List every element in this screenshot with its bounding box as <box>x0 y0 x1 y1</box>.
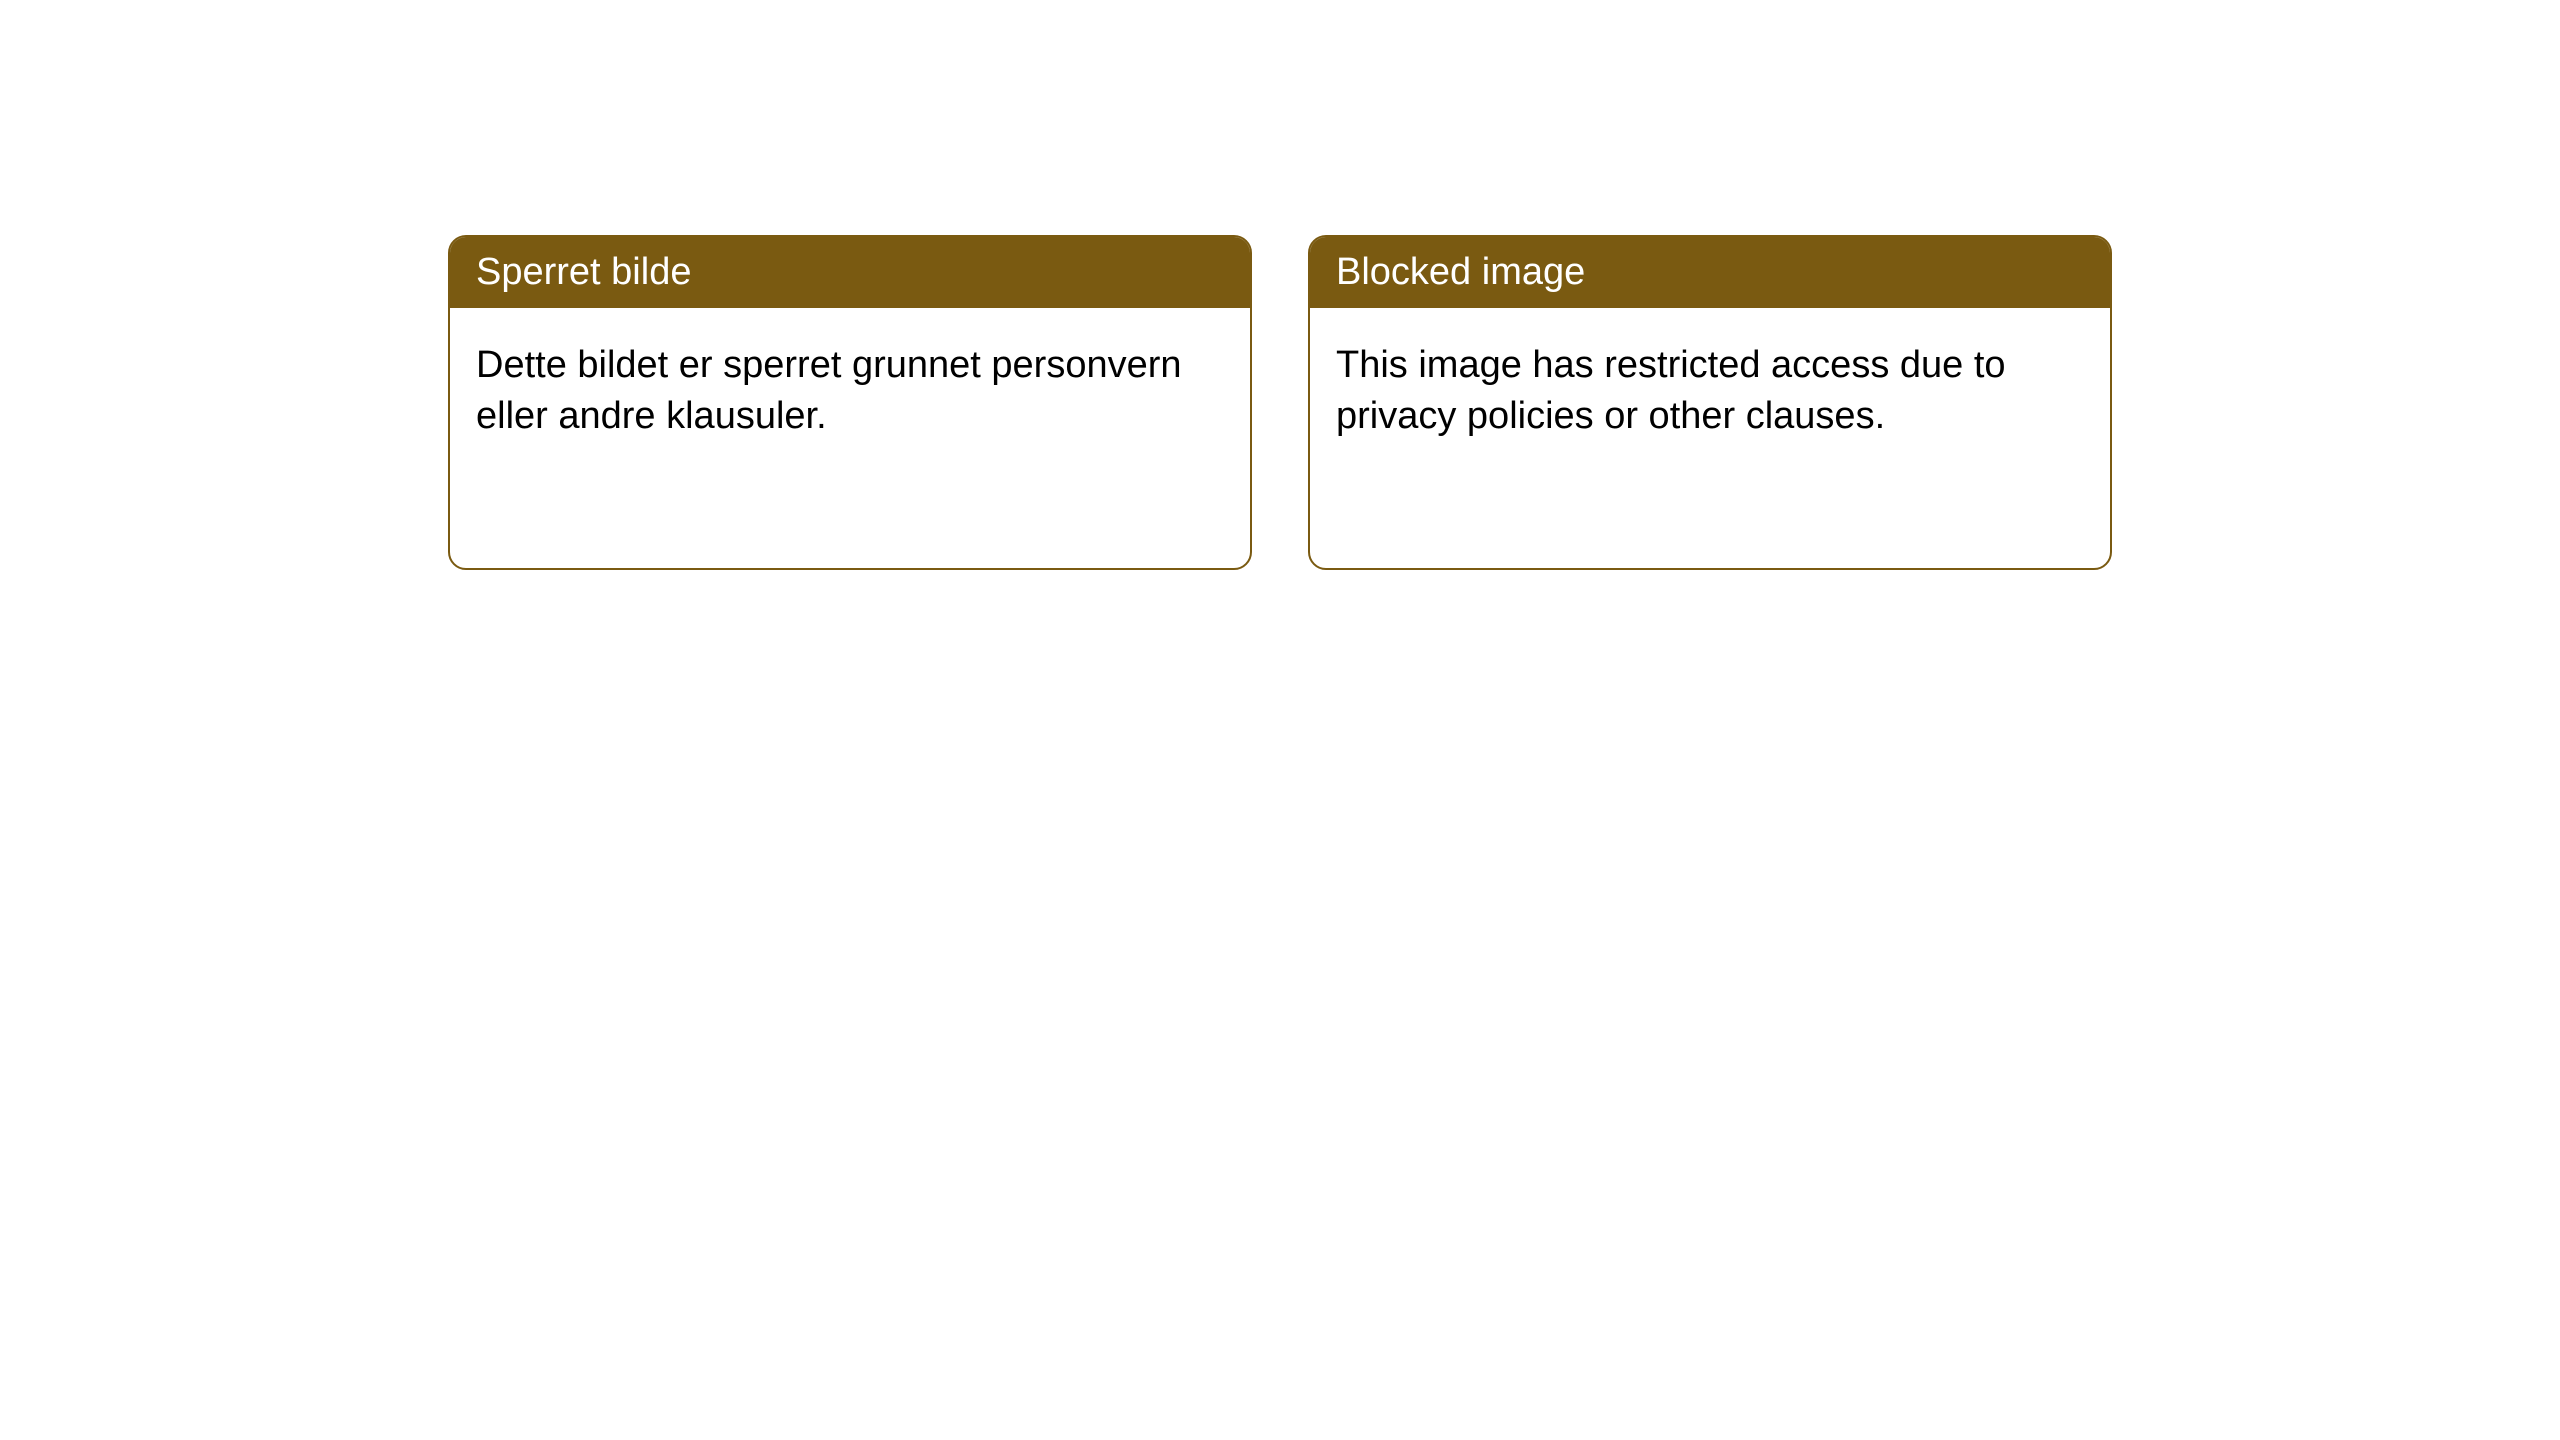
notice-card-en: Blocked image This image has restricted … <box>1308 235 2112 570</box>
notice-body-en: This image has restricted access due to … <box>1310 308 2110 568</box>
notice-header-en: Blocked image <box>1310 237 2110 308</box>
notice-card-no: Sperret bilde Dette bildet er sperret gr… <box>448 235 1252 570</box>
notice-header-no: Sperret bilde <box>450 237 1250 308</box>
notice-container: Sperret bilde Dette bildet er sperret gr… <box>0 0 2560 570</box>
notice-body-no: Dette bildet er sperret grunnet personve… <box>450 308 1250 568</box>
